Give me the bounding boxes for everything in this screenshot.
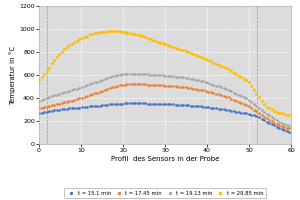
t = 17.45 min: [266, 118, 270, 120]
t = 19.13 min: [130, 73, 134, 75]
t = 19.13 min: [250, 101, 254, 103]
Line: t = 19.13 min: t = 19.13 min: [38, 73, 292, 128]
t = 19.13 min: [188, 77, 192, 80]
t = 17.45 min: [187, 87, 191, 89]
Y-axis label: Temperatur in °C: Temperatur in °C: [10, 45, 16, 105]
t = 15.1 min: [38, 112, 42, 114]
t = 17.45 min: [289, 128, 293, 130]
t = 19.13 min: [37, 99, 41, 102]
t = 15.1 min: [187, 104, 191, 107]
t = 17.45 min: [37, 107, 41, 109]
t = 15.1 min: [192, 105, 196, 107]
t = 15.1 min: [289, 131, 293, 134]
t = 29.85 min: [187, 51, 191, 54]
t = 29.85 min: [109, 30, 112, 32]
t = 29.85 min: [37, 79, 41, 81]
t = 29.85 min: [266, 106, 270, 109]
Line: t = 17.45 min: t = 17.45 min: [38, 83, 292, 130]
Legend: t = 15.1 min, t = 17.45 min, t = 19.13 min, t = 29.85 min: t = 15.1 min, t = 17.45 min, t = 19.13 m…: [64, 188, 266, 198]
t = 15.1 min: [130, 102, 134, 104]
Line: t = 15.1 min: t = 15.1 min: [38, 102, 292, 134]
t = 15.1 min: [250, 114, 254, 116]
t = 29.85 min: [192, 53, 196, 56]
t = 19.13 min: [192, 78, 196, 81]
t = 15.1 min: [266, 121, 270, 124]
t = 17.45 min: [38, 107, 42, 109]
X-axis label: Profil  des Sensors in der Probe: Profil des Sensors in der Probe: [111, 156, 219, 162]
t = 19.13 min: [266, 114, 270, 116]
t = 17.45 min: [130, 83, 134, 85]
t = 15.1 min: [37, 112, 41, 114]
t = 29.85 min: [188, 51, 192, 54]
t = 17.45 min: [192, 88, 196, 90]
t = 29.85 min: [289, 114, 293, 117]
t = 17.45 min: [188, 87, 192, 89]
Line: t = 29.85 min: t = 29.85 min: [38, 30, 292, 117]
t = 15.1 min: [188, 104, 192, 107]
t = 19.13 min: [38, 99, 42, 101]
t = 17.45 min: [250, 107, 254, 110]
t = 29.85 min: [250, 86, 254, 88]
t = 29.85 min: [38, 78, 42, 80]
t = 19.13 min: [187, 77, 191, 80]
t = 19.13 min: [289, 125, 293, 128]
